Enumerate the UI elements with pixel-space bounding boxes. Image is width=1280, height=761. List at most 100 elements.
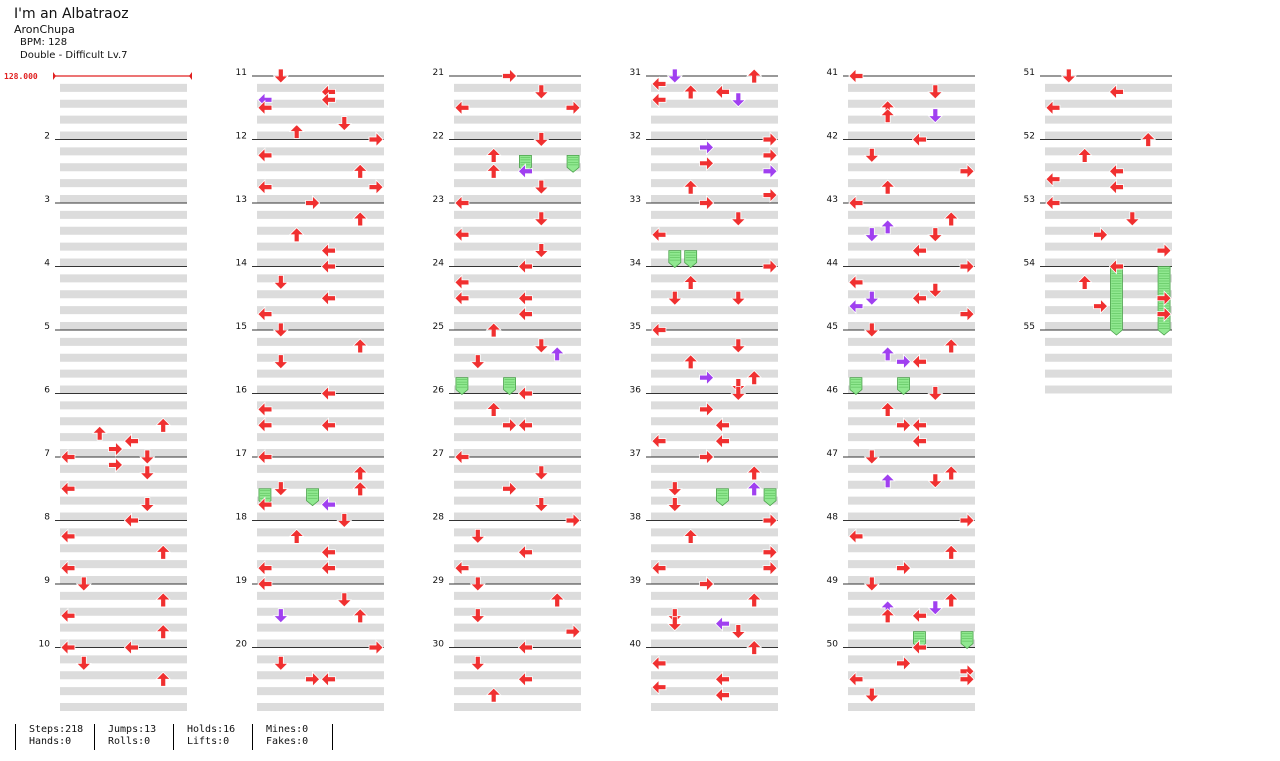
beat-stripe [454, 179, 581, 188]
step-arrow [123, 639, 139, 656]
beat-stripe [60, 449, 187, 457]
measure-number: 4 [44, 259, 50, 269]
step-arrow [863, 147, 880, 163]
step-arrow [879, 608, 896, 624]
beat-stripe [257, 147, 384, 156]
step-arrow [959, 306, 975, 323]
beat-stripe [848, 322, 975, 330]
beat-stripe [651, 258, 778, 267]
beat-stripe [257, 544, 384, 553]
beat-stripe [454, 195, 581, 203]
beat-stripe [60, 163, 187, 172]
step-arrow [848, 195, 864, 211]
step-arrow [485, 687, 502, 703]
beat-stripe [454, 369, 581, 378]
step-arrow [927, 473, 944, 489]
measure-number: 42 [827, 132, 838, 142]
beat-stripe [651, 607, 778, 616]
beat-stripe [848, 210, 975, 219]
beat-stripe [848, 655, 975, 664]
step-arrow [139, 465, 156, 481]
step-arrow [848, 68, 864, 84]
beat-stripe [454, 83, 581, 92]
measure-number: 44 [827, 259, 839, 269]
measure-number: 48 [827, 513, 839, 523]
beat-stripe [1045, 131, 1172, 140]
stat-rolls: Rolls:0 [108, 736, 151, 747]
beat-stripe [651, 480, 778, 489]
beat-stripe [60, 337, 187, 346]
beat-stripe [848, 512, 975, 521]
hold-note [763, 488, 777, 507]
step-arrow [469, 528, 486, 544]
bpm-marker-label: 128.000 [4, 72, 38, 81]
step-arrow [565, 623, 581, 640]
step-arrow [943, 338, 960, 354]
step-arrow [911, 242, 927, 259]
step-arrow [699, 369, 715, 386]
beat-stripe [60, 576, 187, 584]
step-arrow [762, 131, 778, 148]
step-arrow [517, 163, 533, 180]
step-arrow [257, 306, 273, 323]
step-arrow [879, 108, 896, 124]
measure-number: 6 [44, 386, 50, 396]
step-arrow [565, 512, 581, 529]
beat-stripe [1045, 274, 1172, 283]
beat-stripe [454, 99, 581, 108]
measure-number: 26 [433, 386, 445, 396]
beat-stripe [1045, 226, 1172, 235]
step-arrow [863, 449, 880, 465]
beat-stripe [651, 544, 778, 553]
step-arrow [927, 227, 944, 243]
beat-stripe [848, 703, 975, 711]
beat-stripe [1045, 306, 1172, 315]
step-arrow [517, 306, 533, 323]
step-arrow [959, 512, 975, 529]
beat-stripe [60, 385, 187, 394]
step-arrow [714, 687, 730, 704]
step-arrow [1156, 306, 1172, 323]
step-arrow [1108, 163, 1124, 180]
step-arrow [155, 592, 172, 608]
measure-number: 21 [433, 68, 444, 78]
step-arrow [485, 147, 502, 163]
step-arrow [123, 512, 139, 529]
stats-col-mines: Mines:0 Fakes:0 [252, 724, 308, 750]
step-arrow [75, 576, 92, 592]
beat-stripe [257, 655, 384, 664]
beat-stripe [60, 210, 187, 219]
beat-stripe [454, 591, 581, 600]
step-arrow [1156, 290, 1172, 307]
beat-stripe [848, 544, 975, 553]
step-arrow [485, 401, 502, 417]
measure-number: 52 [1024, 132, 1035, 142]
beat-stripe [1045, 337, 1172, 346]
step-arrow [305, 671, 321, 688]
beat-stripe [848, 258, 975, 267]
step-arrow [75, 655, 92, 671]
step-arrow [1093, 226, 1109, 243]
step-arrow [959, 671, 975, 688]
stat-mines: Mines:0 [266, 724, 309, 735]
step-arrow [288, 227, 305, 243]
step-arrow [257, 576, 273, 592]
beat-stripe [1045, 258, 1172, 267]
beat-stripe [651, 433, 778, 442]
step-arrow [1045, 171, 1061, 188]
step-arrow [533, 338, 550, 354]
step-arrow [848, 274, 864, 291]
beat-stripe [257, 512, 384, 521]
step-arrow [469, 354, 486, 370]
bpm-marker-end [189, 72, 192, 80]
beat-stripe [848, 83, 975, 92]
beat-stripe [60, 274, 187, 283]
beat-stripe [848, 274, 975, 283]
beat-stripe [454, 385, 581, 394]
step-arrow [320, 242, 336, 259]
step-arrow [272, 481, 289, 497]
step-arrow [336, 513, 353, 529]
beat-stripe [454, 655, 581, 664]
beat-stripe [454, 687, 581, 696]
measure-number: 14 [236, 259, 248, 269]
